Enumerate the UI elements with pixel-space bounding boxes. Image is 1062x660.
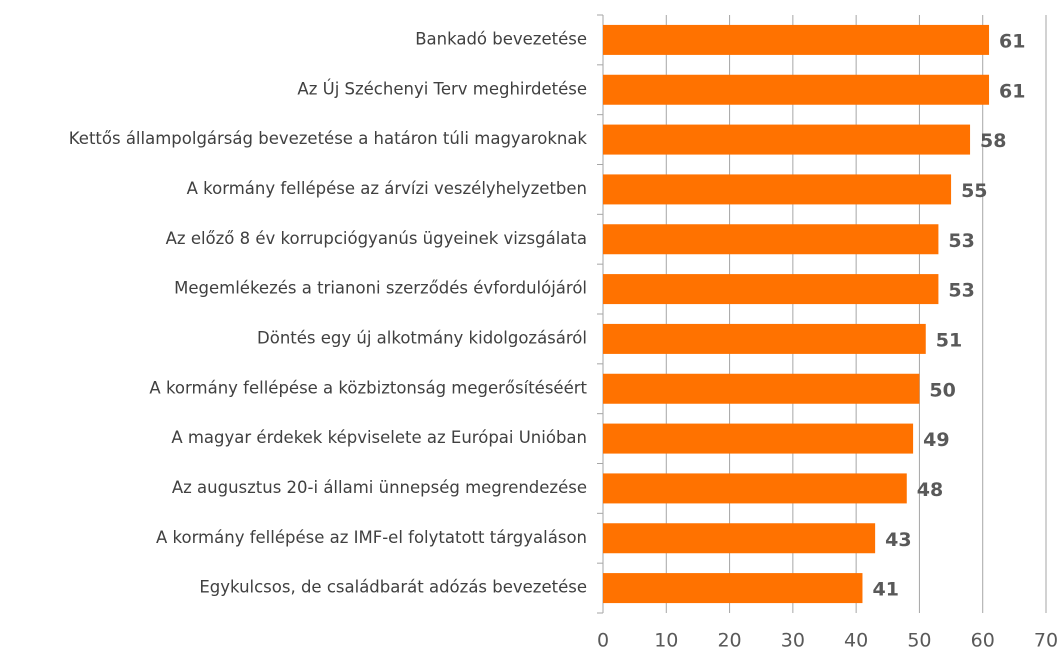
x-tick-label: 60 (971, 630, 995, 652)
data-label: 61 (999, 80, 1025, 102)
bar (603, 373, 920, 404)
bar (603, 423, 914, 454)
bar (603, 473, 907, 504)
x-tick-label: 20 (717, 630, 741, 652)
bar (603, 573, 863, 604)
y-tick-label: A kormány fellépése az IMF-el folytatott… (156, 528, 587, 547)
data-label: 53 (948, 230, 974, 252)
data-label: 53 (948, 280, 974, 302)
y-tick-label: A magyar érdekek képviselete az Európai … (171, 428, 587, 447)
y-tick-label: Bankadó bevezetése (415, 29, 587, 48)
bar (603, 323, 926, 354)
bar (603, 74, 990, 105)
bar (603, 224, 939, 255)
y-tick-label: Az Új Széchenyi Terv meghirdetése (297, 79, 587, 98)
y-tick-label: Kettős állampolgárság bevezetése a határ… (69, 129, 588, 148)
data-label: 50 (929, 379, 955, 401)
bar (603, 523, 876, 554)
x-tick-label: 50 (907, 630, 931, 652)
x-tick-label: 10 (654, 630, 678, 652)
data-label: 61 (999, 30, 1025, 52)
x-tick-label: 30 (781, 630, 805, 652)
data-label: 48 (917, 479, 943, 501)
y-tick-label: A kormány fellépése az árvízi veszélyhel… (187, 179, 587, 198)
y-tick-label: Az előző 8 év korrupciógyanús ügyeinek v… (166, 229, 587, 248)
bar (603, 274, 939, 305)
bar (603, 124, 971, 155)
data-label: 58 (980, 130, 1006, 152)
data-label: 43 (885, 529, 911, 551)
bar (603, 174, 952, 205)
y-tick-label: Döntés egy új alkotmány kidolgozásáról (257, 328, 587, 347)
data-label: 55 (961, 180, 987, 202)
x-tick-label: 0 (597, 630, 609, 652)
x-tick-label: 70 (1034, 630, 1058, 652)
x-tick-label: 40 (844, 630, 868, 652)
y-tick-label: A kormány fellépése a közbiztonság meger… (149, 378, 587, 397)
data-label: 51 (936, 329, 962, 351)
data-label: 41 (872, 579, 898, 601)
bar (603, 24, 990, 55)
y-tick-label: Az augusztus 20-i állami ünnepség megren… (172, 478, 587, 497)
y-tick-label: Megemlékezés a trianoni szerződés évford… (174, 279, 587, 298)
data-label: 49 (923, 429, 949, 451)
y-tick-label: Egykulcsos, de családbarát adózás beveze… (199, 578, 587, 597)
